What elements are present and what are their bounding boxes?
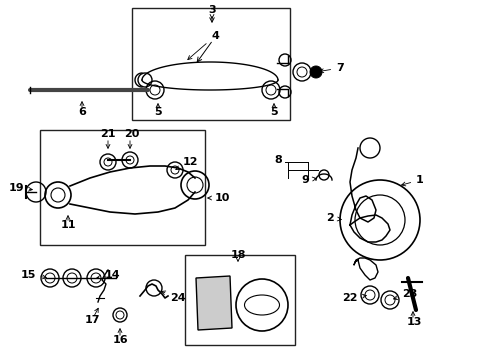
Text: 17: 17: [84, 315, 100, 325]
Bar: [184, 255, 294, 345]
Text: 21: 21: [100, 129, 116, 139]
Text: 11: 11: [60, 220, 76, 230]
Text: 24: 24: [161, 291, 185, 303]
Text: 8: 8: [274, 155, 281, 165]
Text: 18: 18: [230, 250, 245, 260]
Text: 14: 14: [97, 270, 120, 280]
Text: 22: 22: [342, 293, 366, 303]
Text: 15: 15: [20, 270, 46, 280]
Text: 7: 7: [319, 63, 343, 73]
Bar: [132, 8, 289, 120]
Text: 20: 20: [124, 129, 140, 139]
Text: 13: 13: [406, 317, 421, 327]
Text: 1: 1: [401, 175, 423, 186]
Circle shape: [309, 66, 321, 78]
Polygon shape: [196, 276, 231, 330]
Text: 6: 6: [78, 107, 86, 117]
Text: 12: 12: [176, 157, 197, 170]
Text: 5: 5: [270, 107, 277, 117]
Text: 23: 23: [393, 289, 417, 300]
Text: 2: 2: [325, 213, 341, 223]
Text: 9: 9: [301, 175, 316, 185]
Bar: [40, 130, 204, 245]
Text: 3: 3: [208, 5, 215, 15]
Text: 5: 5: [154, 107, 162, 117]
Text: 4: 4: [187, 31, 219, 59]
Text: 16: 16: [112, 335, 127, 345]
Text: 19: 19: [8, 183, 32, 193]
Text: 10: 10: [215, 193, 230, 203]
